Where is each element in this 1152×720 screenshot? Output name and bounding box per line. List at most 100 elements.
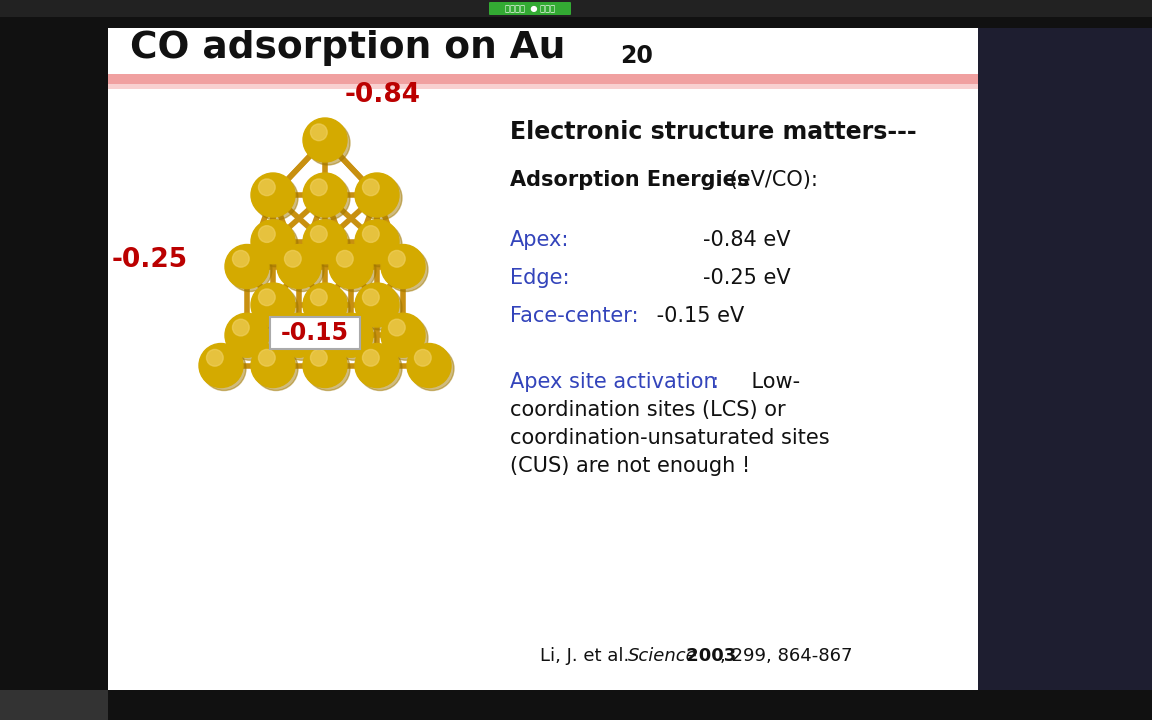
Circle shape [358, 346, 402, 390]
Bar [0, 690, 108, 720]
Text: Li, J. et al.: Li, J. et al. [540, 647, 635, 665]
Circle shape [253, 176, 298, 220]
Text: Electronic structure matters---: Electronic structure matters--- [510, 120, 917, 144]
Text: -0.25 eV: -0.25 eV [650, 268, 790, 288]
Circle shape [311, 179, 327, 196]
Circle shape [332, 316, 376, 360]
Bar [0, 0, 1152, 17]
Circle shape [415, 349, 431, 366]
Circle shape [306, 176, 350, 220]
Circle shape [355, 173, 399, 217]
Bar [108, 84, 978, 89]
Text: -0.15: -0.15 [281, 321, 349, 346]
Circle shape [233, 319, 249, 336]
Circle shape [306, 346, 350, 390]
Circle shape [253, 346, 298, 390]
Circle shape [311, 289, 327, 306]
Circle shape [303, 118, 347, 162]
Text: (CUS) are not enough !: (CUS) are not enough ! [510, 456, 750, 476]
Circle shape [381, 313, 425, 357]
Circle shape [355, 343, 399, 387]
Circle shape [363, 349, 379, 366]
Circle shape [251, 173, 295, 217]
Text: Science: Science [628, 647, 698, 665]
Text: :: : [712, 372, 719, 392]
Circle shape [280, 248, 324, 292]
Circle shape [311, 225, 327, 243]
Text: -0.15 eV: -0.15 eV [650, 306, 744, 326]
Circle shape [233, 251, 249, 267]
Circle shape [251, 343, 295, 387]
Text: 2003: 2003 [680, 647, 736, 665]
Circle shape [199, 343, 243, 387]
Circle shape [355, 220, 399, 264]
Text: 20: 20 [620, 44, 653, 68]
Circle shape [388, 319, 406, 336]
Text: Apex:: Apex: [510, 230, 569, 250]
Circle shape [206, 349, 223, 366]
Circle shape [251, 220, 295, 264]
Text: Face-center:: Face-center: [510, 306, 638, 326]
FancyBboxPatch shape [270, 318, 359, 349]
Circle shape [202, 346, 247, 390]
Circle shape [381, 245, 425, 289]
Circle shape [358, 286, 402, 330]
Text: coordination sites (LCS) or: coordination sites (LCS) or [510, 400, 786, 420]
Circle shape [280, 316, 324, 360]
Circle shape [384, 316, 429, 360]
Circle shape [303, 173, 347, 217]
Circle shape [276, 313, 321, 357]
Text: , 299, 864-867: , 299, 864-867 [720, 647, 852, 665]
Text: -0.84: -0.84 [344, 82, 420, 108]
Circle shape [276, 245, 321, 289]
Circle shape [251, 283, 295, 327]
Bar [978, 28, 1152, 690]
Circle shape [258, 225, 275, 243]
Circle shape [228, 248, 272, 292]
Circle shape [329, 313, 373, 357]
Circle shape [355, 283, 399, 327]
Text: coordination-unsaturated sites: coordination-unsaturated sites [510, 428, 829, 448]
Circle shape [388, 251, 406, 267]
Circle shape [363, 289, 379, 306]
Circle shape [225, 313, 270, 357]
Circle shape [358, 222, 402, 266]
Circle shape [285, 251, 301, 267]
Circle shape [306, 286, 350, 330]
Circle shape [258, 179, 275, 196]
Text: Adsorption Energies: Adsorption Energies [510, 170, 749, 190]
Circle shape [225, 245, 270, 289]
Circle shape [384, 248, 429, 292]
Bar [0, 0, 108, 720]
Circle shape [410, 346, 454, 390]
Circle shape [285, 319, 301, 336]
Circle shape [306, 222, 350, 266]
Circle shape [336, 319, 354, 336]
Text: CO adsorption on Au: CO adsorption on Au [130, 30, 566, 66]
Circle shape [303, 283, 347, 327]
Text: Edge:: Edge: [510, 268, 569, 288]
Circle shape [303, 220, 347, 264]
FancyBboxPatch shape [488, 2, 571, 15]
Circle shape [258, 349, 275, 366]
Text: (eV/CO):: (eV/CO): [723, 170, 818, 190]
Bar [108, 28, 978, 690]
Bar [108, 74, 978, 84]
Circle shape [303, 343, 347, 387]
Text: 腾讯会议  ● 录制中: 腾讯会议 ● 录制中 [505, 4, 555, 14]
Circle shape [253, 222, 298, 266]
Circle shape [253, 286, 298, 330]
Circle shape [258, 289, 275, 306]
Circle shape [311, 124, 327, 140]
Circle shape [329, 245, 373, 289]
Text: Low-: Low- [725, 372, 801, 392]
Text: Apex site activation: Apex site activation [510, 372, 717, 392]
Circle shape [358, 176, 402, 220]
Circle shape [311, 349, 327, 366]
Circle shape [363, 225, 379, 243]
Circle shape [363, 179, 379, 196]
Text: -0.84 eV: -0.84 eV [650, 230, 790, 250]
Circle shape [306, 121, 350, 165]
Circle shape [336, 251, 354, 267]
Circle shape [332, 248, 376, 292]
